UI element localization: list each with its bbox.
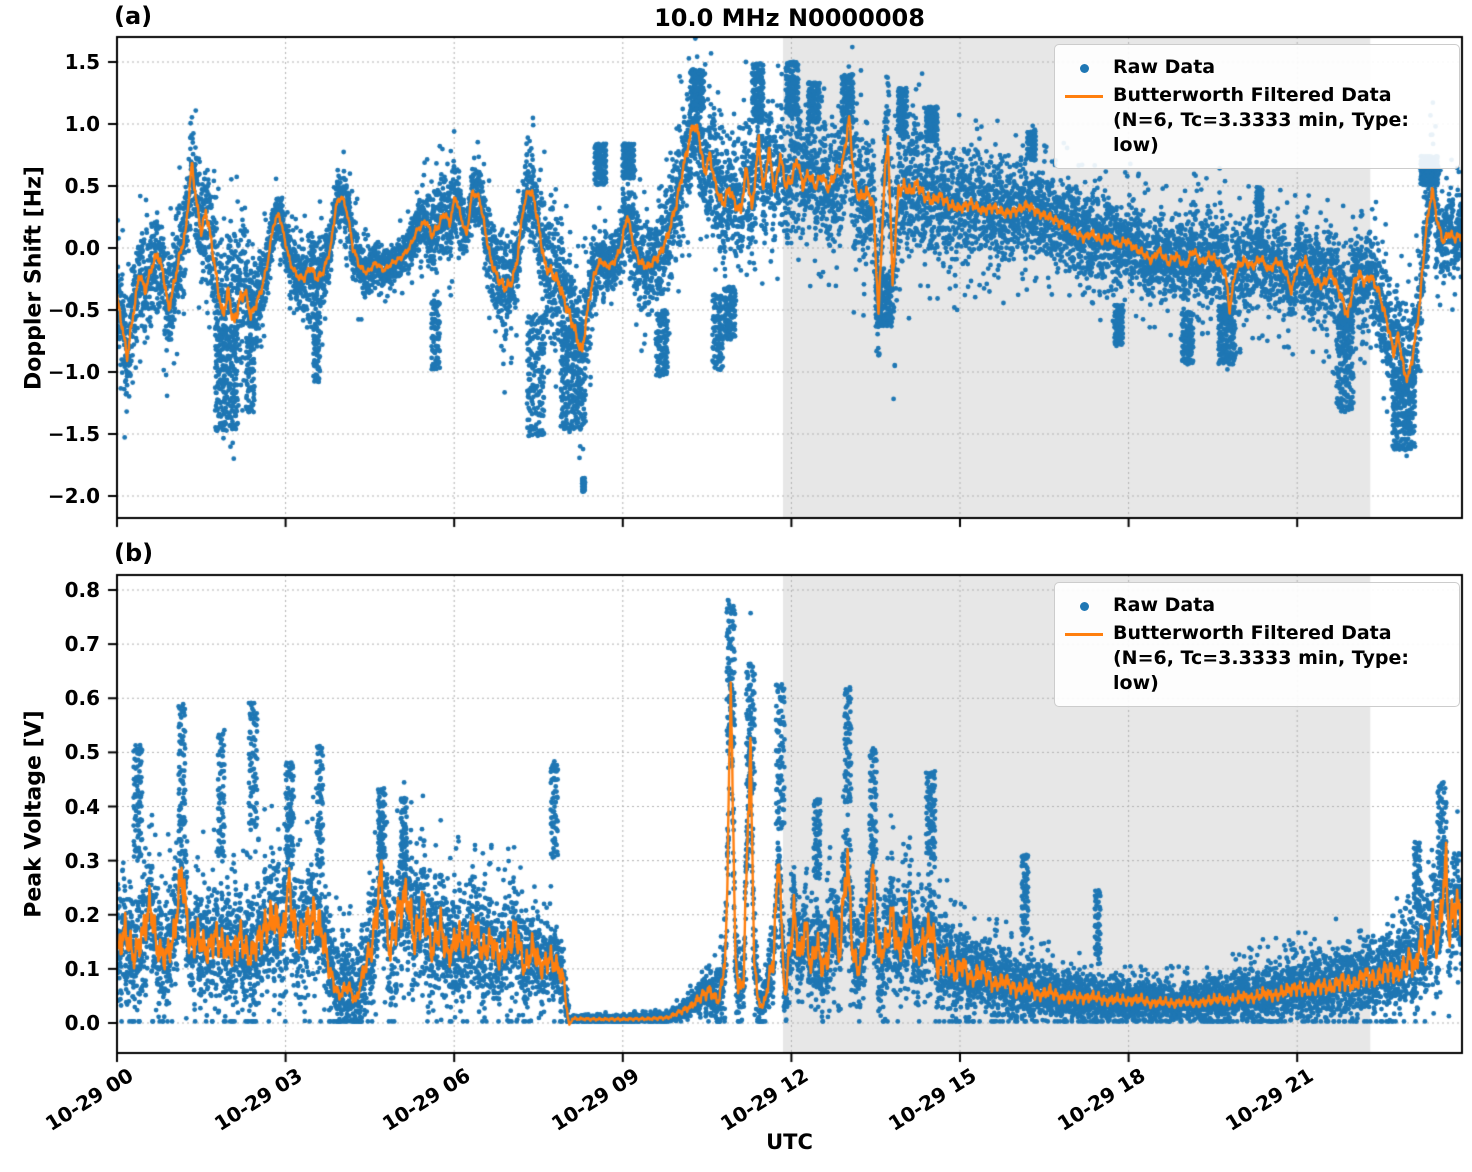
filtered-line-icon: [1065, 94, 1103, 98]
legend-entry-filtered: Butterworth Filtered Data (N=6, Tc=3.333…: [1055, 83, 1453, 158]
legend-filtered-label: Butterworth Filtered Data: [1113, 622, 1392, 644]
panel-a-y-tick-label: −1.0: [47, 360, 100, 384]
figure-title: 10.0 MHz N0000008: [654, 4, 925, 32]
panel-a-y-tick-label: −0.5: [47, 298, 100, 322]
raw-data-dot-icon: [1079, 63, 1089, 73]
panel-b-y-tick-label: 0.1: [64, 956, 100, 981]
panel-b-y-tick-label: 0.6: [64, 686, 100, 711]
legend-entry-filtered: Butterworth Filtered Data (N=6, Tc=3.333…: [1055, 621, 1453, 696]
panel-b-y-tick-label: 0.8: [64, 578, 100, 602]
panel-a-y-tick-label: 0.0: [64, 236, 100, 260]
panel-b-tag: (b): [114, 539, 154, 567]
legend-entry-raw: Raw Data: [1055, 55, 1453, 81]
legend-entry-raw: Raw Data: [1055, 593, 1453, 619]
panel-a-y-tick-label: 1.0: [64, 112, 100, 136]
legend-raw-label: Raw Data: [1113, 56, 1216, 78]
panel-a-y-tick-label: 0.5: [64, 174, 100, 198]
panel-b-y-tick-label: 0.7: [64, 632, 100, 657]
panel-a-legend: Raw Data Butterworth Filtered Data (N=6,…: [1054, 44, 1460, 170]
panel-b-y-tick-label: 0.3: [64, 848, 100, 873]
panel-b-y-tick-label: 0.4: [64, 794, 100, 819]
panel-a-y-tick-label: −1.5: [47, 422, 100, 446]
legend-raw-marker-wrap: [1055, 55, 1113, 81]
legend-filtered-marker-wrap: [1055, 83, 1113, 109]
panel-b-y-tick-label: 0.0: [64, 1011, 100, 1035]
legend-raw-label: Raw Data: [1113, 594, 1216, 616]
x-axis-label: UTC: [766, 1130, 813, 1154]
raw-data-dot-icon: [1079, 601, 1089, 611]
legend-filtered-params: (N=6, Tc=3.3333 min, Type: low): [1113, 109, 1409, 157]
panel-b-y-tick-label: 0.2: [64, 902, 100, 927]
panel-a-y-tick-label: 1.5: [64, 50, 100, 74]
filtered-line-icon: [1065, 632, 1103, 636]
panel-a-y-tick-label: −2.0: [47, 484, 100, 508]
legend-filtered-params: (N=6, Tc=3.3333 min, Type: low): [1113, 647, 1409, 695]
panel-b-y-tick-label: 0.5: [64, 740, 100, 765]
panel-a-tag: (a): [114, 2, 153, 30]
panel-b-legend: Raw Data Butterworth Filtered Data (N=6,…: [1054, 582, 1460, 708]
panel-a-y-axis-label: Doppler Shift [Hz]: [21, 166, 47, 390]
legend-filtered-label: Butterworth Filtered Data: [1113, 84, 1392, 106]
